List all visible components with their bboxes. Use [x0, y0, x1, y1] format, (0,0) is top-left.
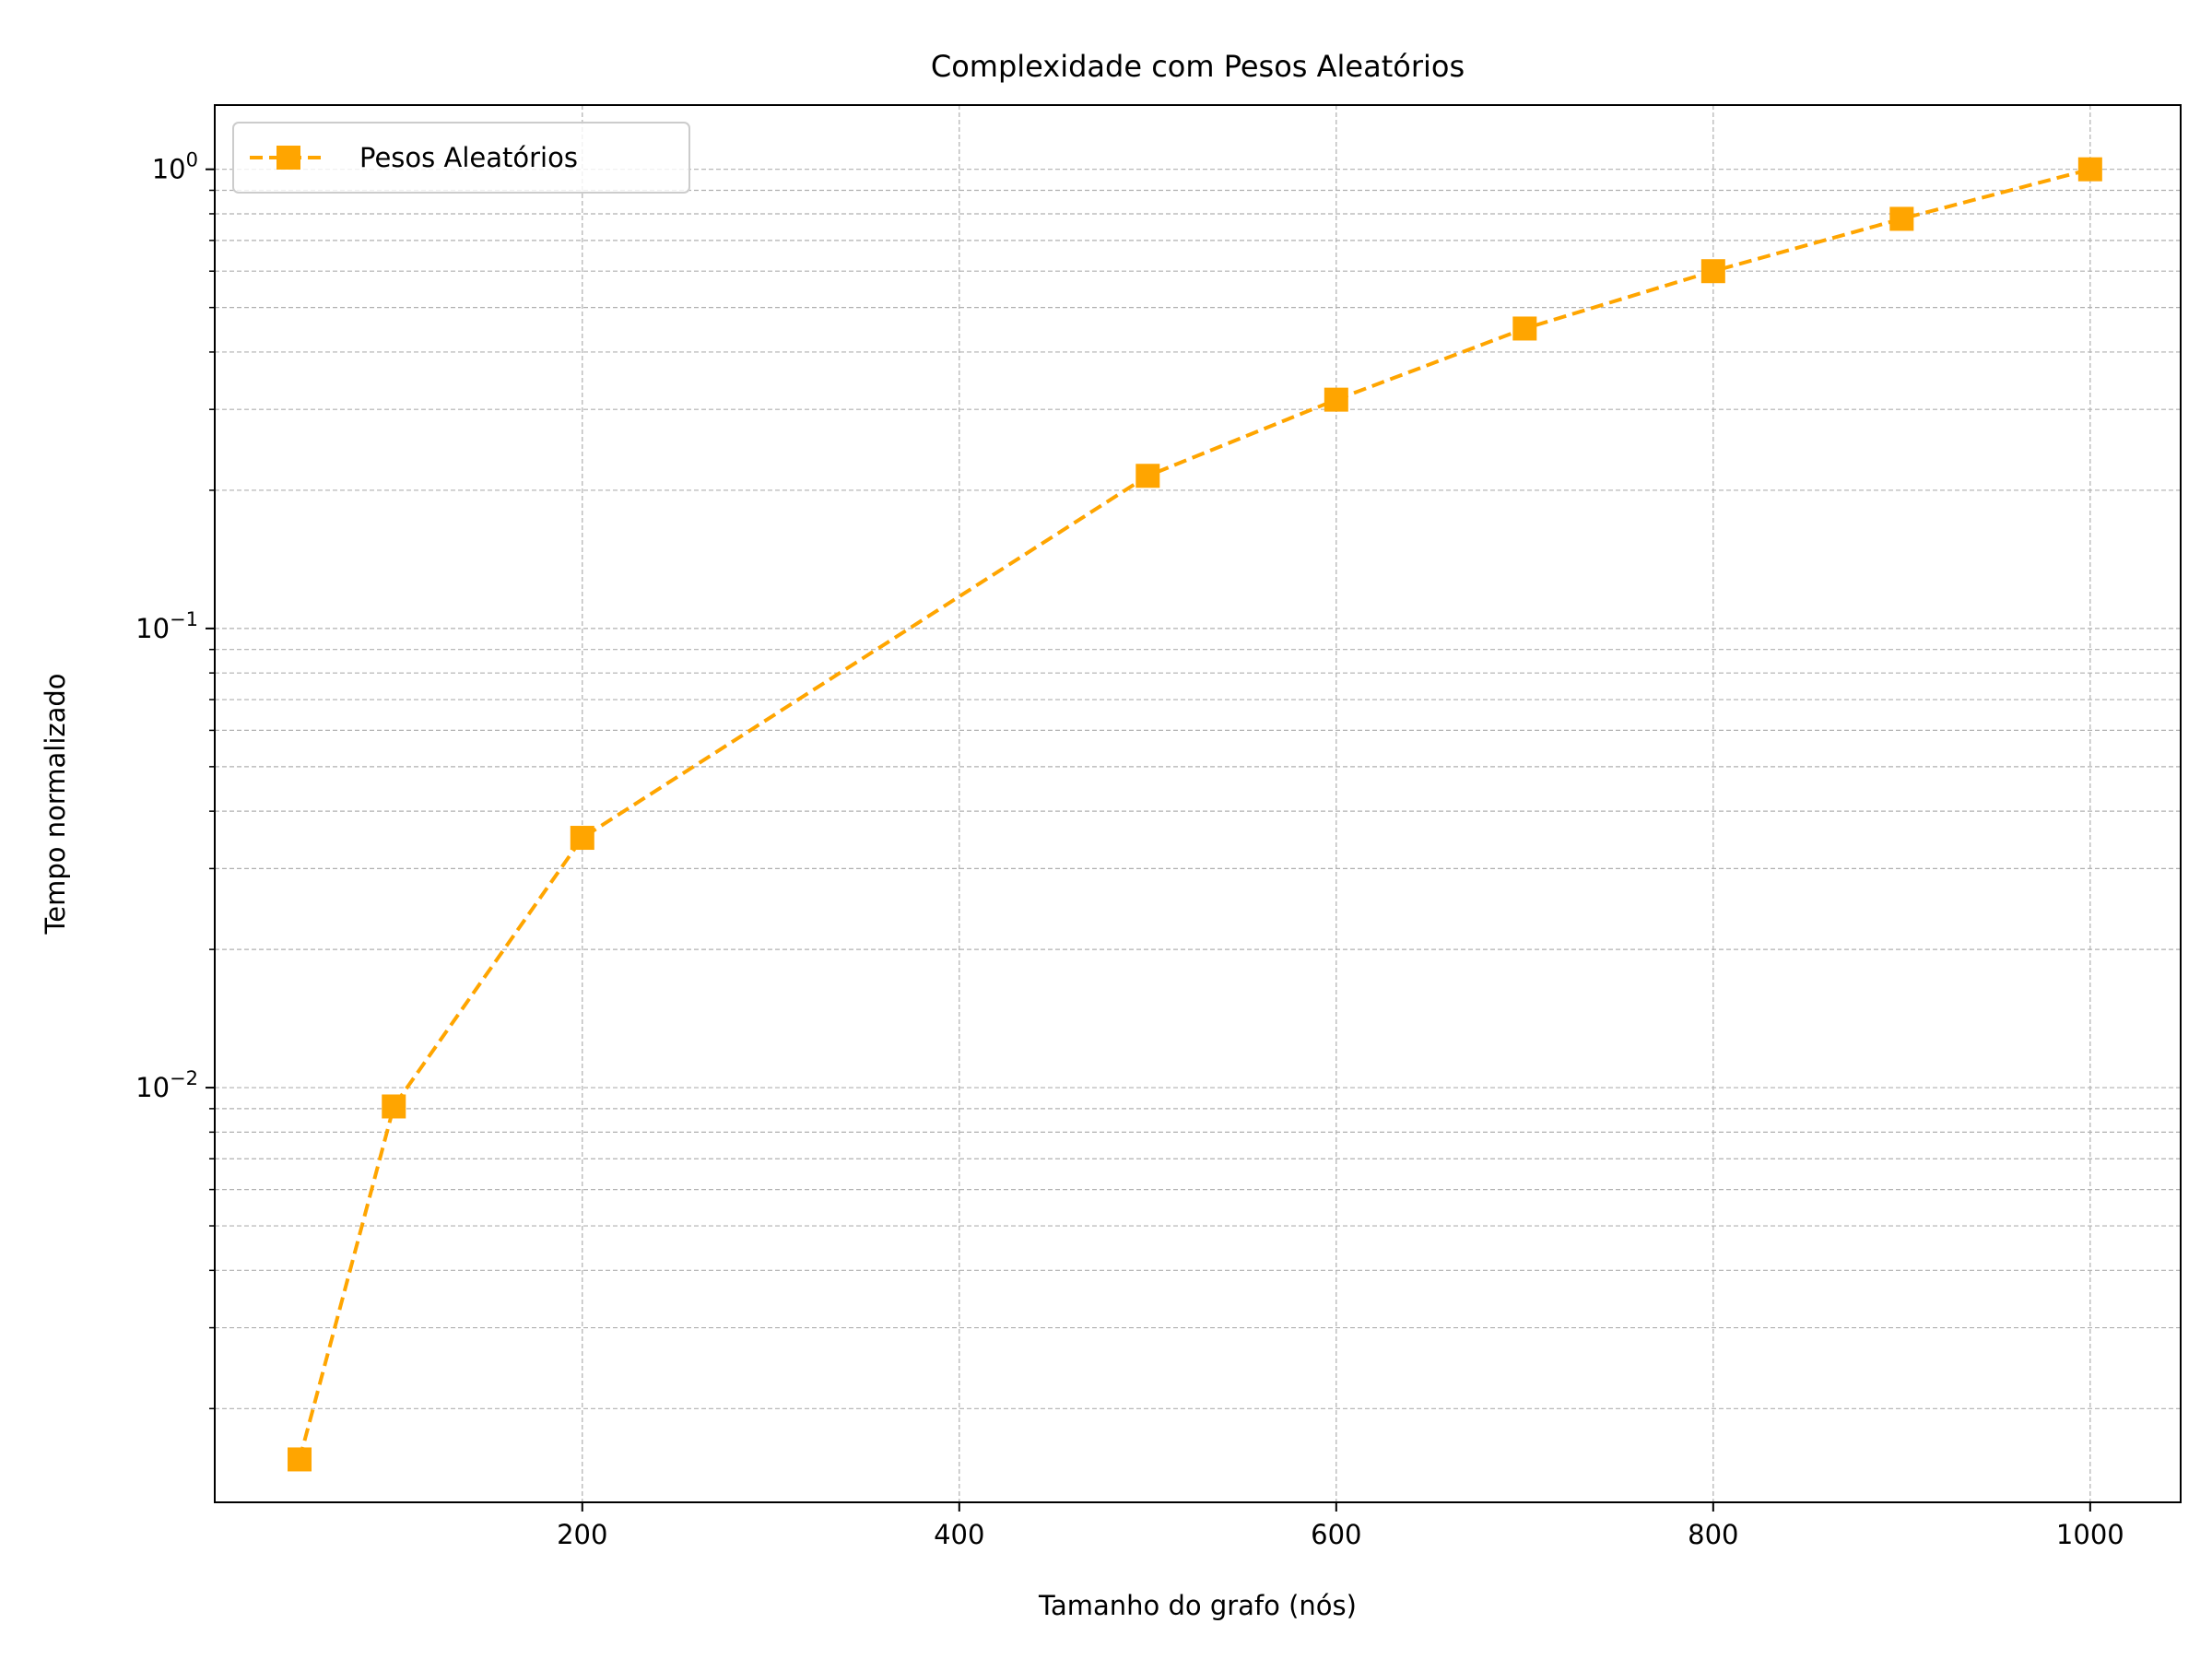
- x-tick-label: 200: [557, 1519, 607, 1550]
- plot-frame: [214, 104, 2182, 1503]
- data-point-marker: [2077, 157, 2102, 182]
- legend-marker-square: [276, 146, 300, 170]
- x-tick-label: 1000: [2056, 1519, 2124, 1550]
- data-point-marker: [1324, 387, 1348, 412]
- data-point-marker: [1700, 259, 1725, 284]
- data-point-marker: [1512, 316, 1537, 341]
- y-tick-label: 10−2: [135, 1067, 198, 1103]
- x-tick-label: 600: [1311, 1519, 1361, 1550]
- grid: [215, 105, 2181, 1502]
- legend: Pesos Aleatórios: [232, 122, 690, 194]
- legend-box: [232, 122, 690, 194]
- x-axis-label: Tamanho do grafo (nós): [1038, 1590, 1357, 1621]
- legend-label: Pesos Aleatórios: [359, 142, 578, 173]
- x-tick-label: 800: [1688, 1519, 1738, 1550]
- ticks: 200 400 600 800 1000 10−2 10−1 100: [135, 149, 2124, 1550]
- data-point-marker: [570, 826, 594, 851]
- y-axis-label: Tempo normalizado: [40, 673, 71, 935]
- y-tick-label: 10−1: [135, 608, 198, 644]
- y-tick-label: 100: [152, 149, 198, 185]
- data-point-marker: [1889, 206, 1914, 231]
- series-layer: [288, 157, 2102, 1472]
- x-tick-label: 400: [934, 1519, 984, 1550]
- data-point-marker: [288, 1447, 312, 1472]
- data-point-marker: [1135, 464, 1160, 488]
- chart-title: Complexidade com Pesos Aleatórios: [931, 49, 1465, 84]
- data-point-marker: [382, 1094, 406, 1119]
